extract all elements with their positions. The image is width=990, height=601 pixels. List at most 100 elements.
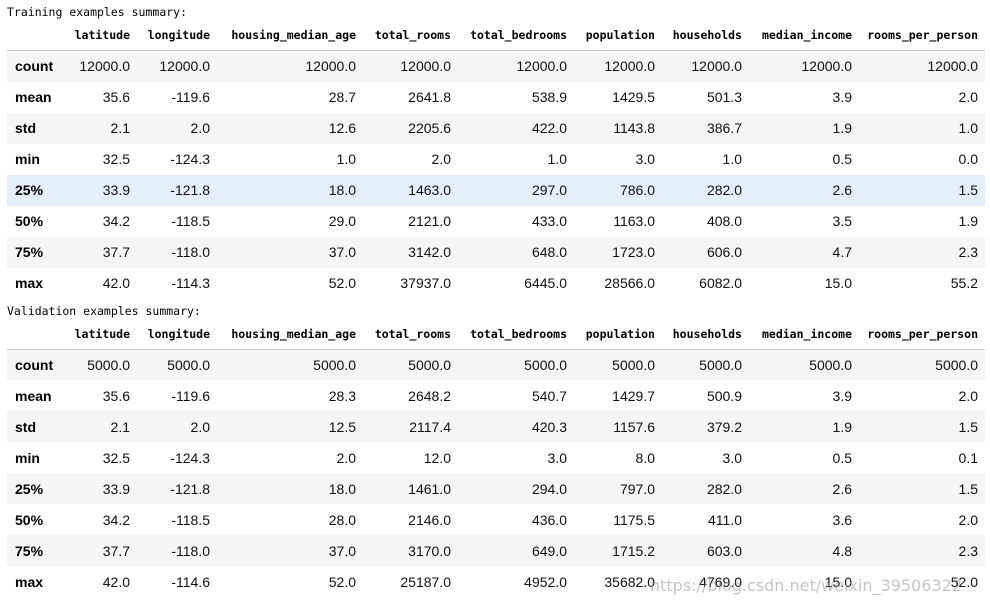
table-cell: 1157.6 bbox=[613, 418, 655, 435]
table-cell: 12000.0 bbox=[927, 58, 978, 75]
column-header: population bbox=[574, 20, 662, 51]
notebook-output-area: Training examples summary: latitude longi… bbox=[7, 0, 985, 597]
table-cell: 1715.2 bbox=[612, 542, 655, 559]
table-cell: 3.9 bbox=[832, 387, 852, 404]
table-cell: 0.1 bbox=[958, 449, 978, 466]
table-row: mean 35.6 -119.6 28.7 2641.8 538.9 1429.5 501.3… bbox=[7, 81, 985, 113]
column-header: total_rooms bbox=[363, 318, 458, 350]
row-label: max bbox=[15, 573, 44, 590]
table-cell: 2.3 bbox=[958, 542, 978, 559]
training-summary-table: latitude longitude housing_median_age total… bbox=[7, 20, 985, 299]
table-cell: 1429.7 bbox=[612, 387, 655, 404]
table-row: 75% 37.7 -118.0 37.0 3170.0 649.0 1715.2 603.0 4… bbox=[7, 535, 985, 566]
table-cell: 5000.0 bbox=[167, 356, 210, 373]
table-cell: 282.0 bbox=[706, 182, 742, 198]
column-header: housing_median_age bbox=[217, 20, 363, 51]
row-label: 25% bbox=[15, 182, 44, 198]
table-row: count 5000.0 5000.0 5000.0 5000.0 5000.0 5000.… bbox=[7, 349, 985, 380]
table-row: 50% 34.2 -118.5 28.0 2146.0 436.0 1175.5 411.0 3… bbox=[7, 504, 985, 535]
table-cell: 3.9 bbox=[832, 89, 852, 105]
table-cell: 37.7 bbox=[102, 542, 130, 559]
table-row: min 32.5 -124.3 2.0 12.0 3.0 8.0 3.0 0.5 0.1 bbox=[7, 442, 985, 473]
table-cell: 436.0 bbox=[531, 511, 567, 528]
table-cell: -124.3 bbox=[170, 449, 210, 466]
table-cell: 379.2 bbox=[706, 418, 742, 435]
table-cell: -121.8 bbox=[170, 182, 210, 198]
row-label: 25% bbox=[15, 480, 44, 497]
row-label: count bbox=[15, 58, 54, 75]
table-cell: 2.1 bbox=[110, 418, 130, 435]
table-cell: 540.7 bbox=[531, 387, 567, 404]
table-cell: 25187.0 bbox=[400, 573, 451, 590]
table-cell: 1.0 bbox=[547, 151, 567, 167]
table-cell: 34.2 bbox=[102, 213, 130, 229]
table-cell: 420.3 bbox=[531, 418, 567, 435]
index-header bbox=[7, 318, 68, 350]
column-header: total_bedrooms bbox=[458, 318, 574, 350]
table-cell: 15.0 bbox=[824, 275, 852, 291]
table-cell: 0.5 bbox=[832, 151, 852, 167]
table-cell: 1.0 bbox=[722, 151, 742, 167]
table-row: std 2.1 2.0 12.6 2205.6 422.0 1143.8 386.7 1.9 1.… bbox=[7, 112, 985, 144]
row-label: max bbox=[15, 275, 44, 291]
table-cell: 12.6 bbox=[328, 120, 356, 136]
table-cell: 52.0 bbox=[328, 573, 356, 590]
table-cell: 1.5 bbox=[958, 480, 978, 497]
table-cell: -119.6 bbox=[171, 387, 210, 404]
table-cell: 2.0 bbox=[958, 89, 978, 105]
table-cell: 55.2 bbox=[950, 275, 978, 291]
row-label: mean bbox=[15, 89, 52, 105]
column-header: latitude bbox=[68, 20, 137, 51]
table-cell: 1723.0 bbox=[612, 244, 655, 260]
table-cell: 32.5 bbox=[102, 151, 130, 167]
table-cell: 2146.0 bbox=[408, 511, 451, 528]
table-cell: 4952.0 bbox=[524, 573, 567, 590]
table-cell: 35.6 bbox=[102, 89, 130, 105]
table-cell: 501.3 bbox=[706, 89, 742, 105]
table-cell: 8.0 bbox=[635, 449, 655, 466]
table-cell: 500.9 bbox=[706, 387, 742, 404]
column-header: rooms_per_person bbox=[859, 318, 985, 350]
column-header: rooms_per_person bbox=[859, 20, 985, 51]
table-row: mean 35.6 -119.6 28.3 2648.2 540.7 1429.7 500.9… bbox=[7, 380, 985, 411]
table-cell: 2.0 bbox=[190, 418, 210, 435]
table-cell: 408.0 bbox=[706, 213, 742, 229]
table-cell: 6082.0 bbox=[699, 275, 742, 291]
table-cell: 0.5 bbox=[832, 449, 852, 466]
table-cell: 1.9 bbox=[832, 418, 852, 435]
row-label: std bbox=[15, 418, 36, 435]
table-cell: 433.0 bbox=[531, 213, 567, 229]
table-row: min 32.5 -124.3 1.0 2.0 1.0 3.0 1.0 0.5 0.0 bbox=[7, 143, 985, 175]
table-cell: 18.0 bbox=[328, 480, 356, 497]
table-cell: 18.0 bbox=[328, 182, 356, 198]
table-cell: 3.0 bbox=[547, 449, 567, 466]
table-cell: 32.5 bbox=[102, 449, 130, 466]
table-cell: 29.0 bbox=[328, 213, 356, 229]
table-cell: 4.7 bbox=[832, 244, 852, 260]
table-cell: 37.7 bbox=[102, 244, 130, 260]
table-cell: -118.5 bbox=[171, 213, 210, 229]
table-header-row: latitude longitude housing_median_age total… bbox=[7, 318, 985, 350]
table-cell: 2.0 bbox=[958, 387, 978, 404]
column-header: households bbox=[662, 20, 749, 51]
table-cell: 294.0 bbox=[531, 480, 567, 497]
table-cell: 538.9 bbox=[531, 89, 567, 105]
table-row: 25% 33.9 -121.8 18.0 1461.0 294.0 797.0 282.0 2.… bbox=[7, 473, 985, 504]
table-cell: 52.0 bbox=[950, 573, 978, 590]
row-label: mean bbox=[15, 387, 52, 404]
validation-caption: Validation examples summary: bbox=[7, 303, 201, 318]
table-cell: 797.0 bbox=[619, 480, 655, 497]
column-header: total_bedrooms bbox=[458, 20, 574, 51]
table-cell: 2.0 bbox=[958, 511, 978, 528]
table-cell: 386.7 bbox=[706, 120, 742, 136]
table-cell: -118.0 bbox=[171, 542, 210, 559]
table-cell: 2.3 bbox=[958, 244, 978, 260]
table-cell: 3142.0 bbox=[408, 244, 451, 260]
table-cell: 648.0 bbox=[531, 244, 567, 260]
table-cell: 33.9 bbox=[102, 480, 130, 497]
table-cell: 0.0 bbox=[958, 151, 978, 167]
row-label: 75% bbox=[15, 542, 44, 559]
table-cell: 2.6 bbox=[832, 182, 852, 198]
table-cell: 1.0 bbox=[958, 120, 978, 136]
table-cell: 2.0 bbox=[190, 120, 210, 136]
